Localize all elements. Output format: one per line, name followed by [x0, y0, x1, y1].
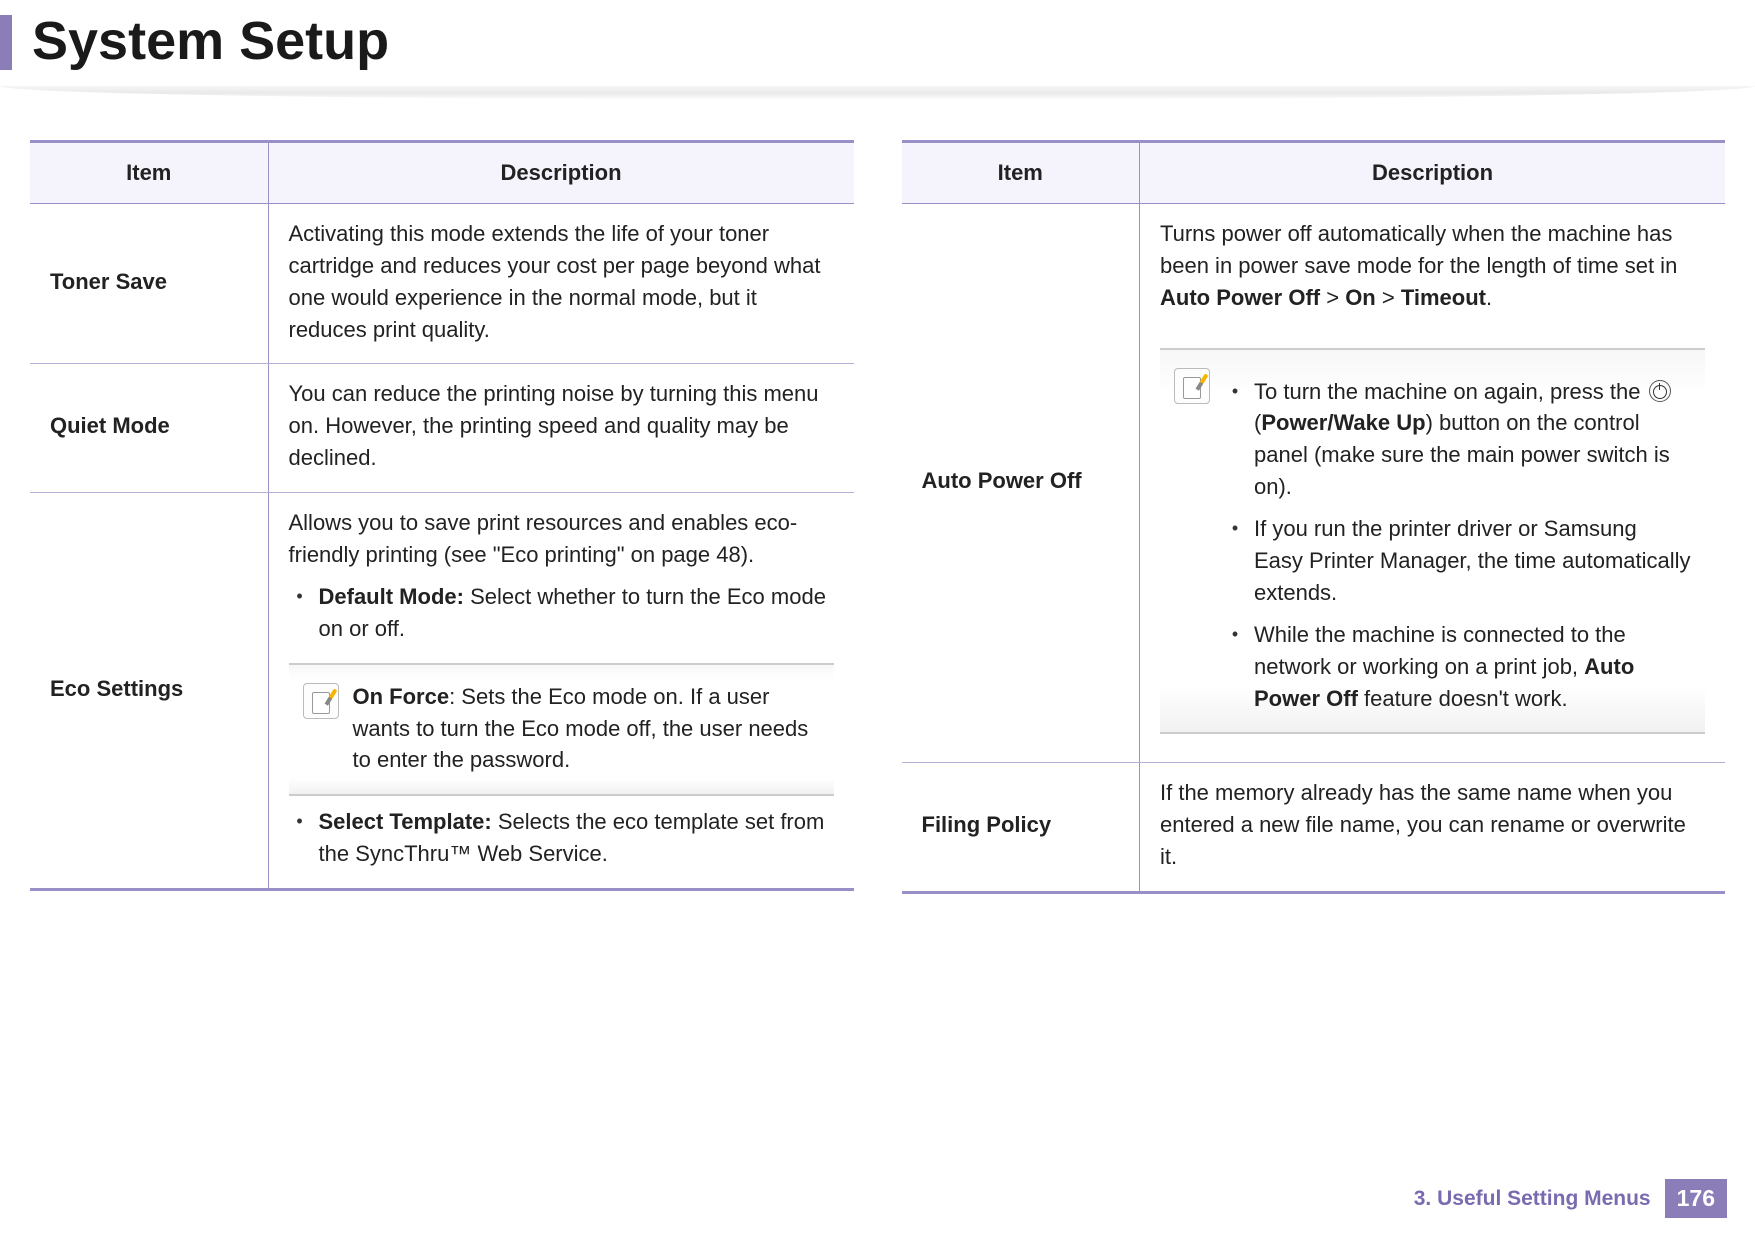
bullet-dot: • [295, 806, 305, 870]
bullet-list: • Default Mode: Select whether to turn t… [289, 581, 834, 645]
bullet-text: If you run the printer driver or Samsung… [1254, 513, 1691, 609]
note-box: On Force: Sets the Eco mode on. If a use… [289, 663, 834, 797]
right-table: Item Description Auto Power Off Turns po… [902, 140, 1726, 894]
item-cell: Eco Settings [30, 493, 268, 890]
title-divider [0, 86, 1755, 100]
table-row: Eco Settings Allows you to save print re… [30, 493, 854, 890]
item-cell: Quiet Mode [30, 364, 268, 493]
table-row: Quiet Mode You can reduce the printing n… [30, 364, 854, 493]
bullet-dot: • [1230, 619, 1240, 715]
note-box: • To turn the machine on again, press th… [1160, 348, 1705, 735]
desc-cell: Allows you to save print resources and e… [268, 493, 854, 890]
note-body: On Force: Sets the Eco mode on. If a use… [353, 681, 820, 777]
note-bullet: • While the machine is connected to the … [1230, 619, 1691, 715]
note-label: On Force [353, 684, 450, 709]
content-area: Item Description Toner Save Activating t… [30, 140, 1725, 894]
col-header-desc: Description [268, 142, 854, 204]
bullet-dot: • [295, 581, 305, 645]
item-cell: Toner Save [30, 203, 268, 364]
bullet-item: • Default Mode: Select whether to turn t… [295, 581, 834, 645]
table-row: Auto Power Off Turns power off automatic… [902, 203, 1726, 763]
left-column: Item Description Toner Save Activating t… [30, 140, 854, 894]
bullet-label: Default Mode: [319, 584, 464, 609]
footer-chapter: 3. Useful Setting Menus [1414, 1187, 1651, 1211]
page-footer: 3. Useful Setting Menus 176 [1414, 1179, 1727, 1218]
footer-page-number: 176 [1665, 1179, 1727, 1218]
pencil-note-icon [1174, 368, 1210, 404]
table-row: Filing Policy If the memory already has … [902, 763, 1726, 893]
desc-cell: Turns power off automatically when the m… [1140, 203, 1726, 763]
bullet-label: Select Template: [319, 809, 492, 834]
note-bullet: • To turn the machine on again, press th… [1230, 376, 1691, 504]
col-header-desc: Description [1140, 142, 1726, 204]
item-cell: Auto Power Off [902, 203, 1140, 763]
note-body: • To turn the machine on again, press th… [1224, 366, 1691, 715]
eco-intro: Allows you to save print resources and e… [289, 510, 798, 567]
left-table: Item Description Toner Save Activating t… [30, 140, 854, 891]
bullet-text: Default Mode: Select whether to turn the… [319, 581, 834, 645]
bullet-list: • Select Template: Selects the eco templ… [289, 806, 834, 870]
col-header-item: Item [30, 142, 268, 204]
accent-bar [0, 15, 12, 70]
bullet-dot: • [1230, 513, 1240, 609]
auto-power-intro: Turns power off automatically when the m… [1160, 221, 1677, 310]
note-bullet: • If you run the printer driver or Samsu… [1230, 513, 1691, 609]
table-row: Toner Save Activating this mode extends … [30, 203, 854, 364]
power-icon [1649, 380, 1671, 402]
bullet-text: While the machine is connected to the ne… [1254, 619, 1691, 715]
page-title: System Setup [32, 10, 389, 72]
item-cell: Filing Policy [902, 763, 1140, 893]
desc-cell: Activating this mode extends the life of… [268, 203, 854, 364]
col-header-item: Item [902, 142, 1140, 204]
pencil-note-icon [303, 683, 339, 719]
desc-cell: You can reduce the printing noise by tur… [268, 364, 854, 493]
right-column: Item Description Auto Power Off Turns po… [902, 140, 1726, 894]
bullet-text: To turn the machine on again, press the … [1254, 376, 1691, 504]
desc-cell: If the memory already has the same name … [1140, 763, 1726, 893]
bullet-dot: • [1230, 376, 1240, 504]
bullet-text: Select Template: Selects the eco templat… [319, 806, 834, 870]
bullet-item: • Select Template: Selects the eco templ… [295, 806, 834, 870]
